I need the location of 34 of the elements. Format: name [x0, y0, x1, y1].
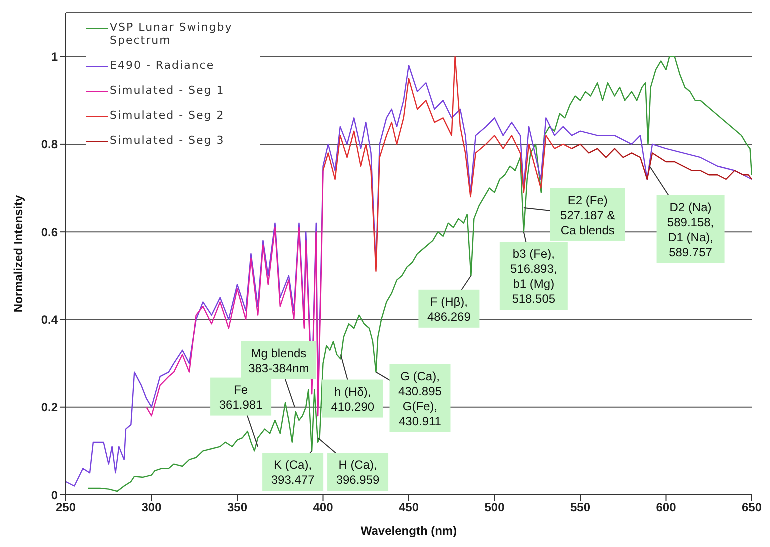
annotation: h (Hδ), 410.290 — [331, 384, 375, 414]
x-tick-label: 600 — [656, 500, 677, 515]
x-tick-label: 300 — [142, 500, 162, 515]
y-tick-label: 0 — [51, 488, 58, 502]
annotation: Fe 361.981 — [219, 382, 264, 412]
line-series — [571, 144, 752, 180]
annotation: E2 (Fe) 527.187 & Ca blends — [560, 193, 616, 238]
annotation: F (Hβ), 486.269 — [428, 294, 472, 324]
legend-label: E490 - Radiance — [110, 59, 215, 72]
x-tick-label: 650 — [742, 500, 762, 515]
y-tick-label: 0.2 — [41, 400, 58, 415]
legend-label: Simulated - Seg 2 — [110, 109, 225, 122]
legend-label: VSP Lunar Swingby Spectrum — [110, 21, 234, 47]
annotation: D2 (Na) 589.158, D1 (Na), 589.757 — [667, 200, 714, 260]
y-tick-label: 0.8 — [41, 138, 58, 152]
legend-label: Simulated - Seg 3 — [110, 134, 225, 147]
y-axis-title: Normalized Intensity — [11, 194, 26, 313]
x-tick-label: 400 — [313, 500, 334, 515]
x-tick-label: 550 — [570, 500, 591, 515]
y-tick-label: 1 — [51, 50, 58, 64]
y-tick-label: 0.4 — [41, 312, 58, 327]
annotation: K (Ca), 393.477 — [271, 458, 316, 488]
annotation: Mg blends 383-384nm — [248, 346, 310, 376]
x-tick-label: 500 — [484, 500, 506, 515]
annotation: G (Ca), 430.895 G(Fe), 430.911 — [398, 369, 442, 428]
legend-label: Simulated - Seg 1 — [110, 84, 225, 97]
y-tick-label: 0.6 — [41, 225, 58, 240]
line-series — [146, 170, 324, 417]
annotation: b3 (Fe), 516.893, b1 (Mg) 518.505 — [510, 247, 558, 306]
x-tick-label: 250 — [56, 500, 76, 515]
x-axis-title: Wavelength (nm) — [360, 524, 458, 538]
annotation: H (Ca), 396.959 — [336, 458, 380, 488]
x-tick-label: 450 — [398, 500, 420, 515]
x-tick-label: 350 — [227, 500, 248, 515]
